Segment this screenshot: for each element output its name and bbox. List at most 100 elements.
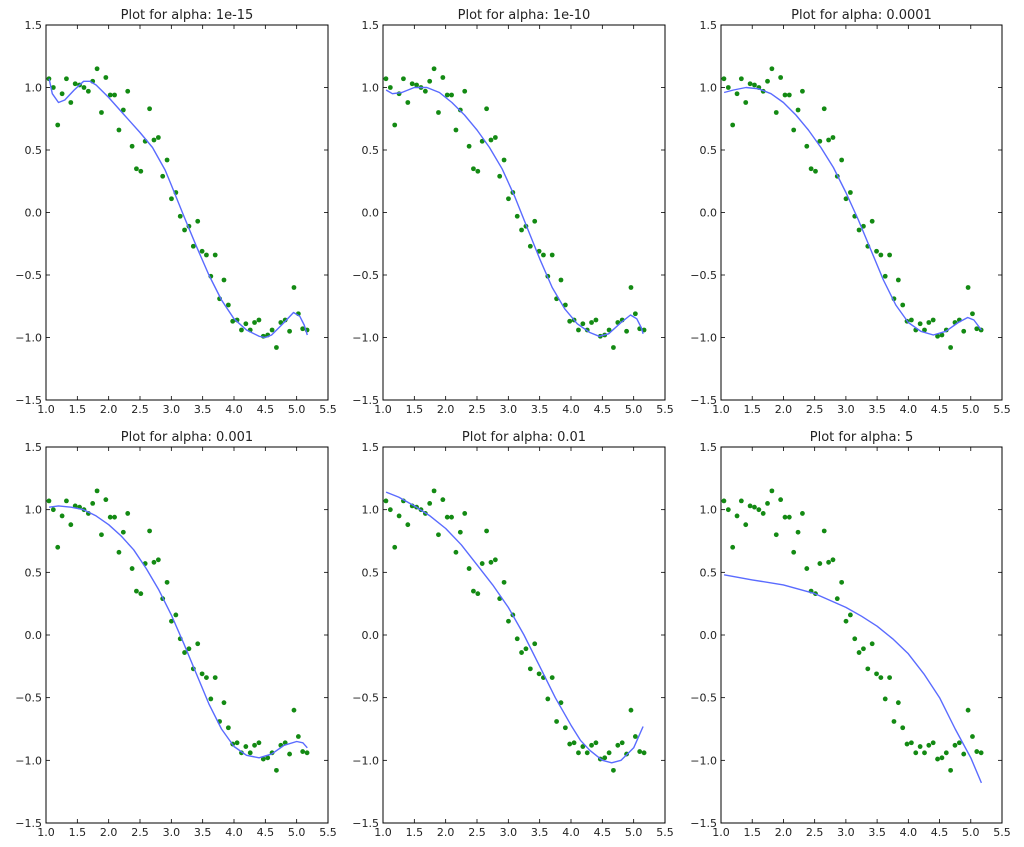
x-tick-label: 4.0 <box>900 403 918 416</box>
data-point <box>55 122 61 128</box>
subplot: Plot for alpha: 0.01 1.0 1.5 2.0 2.5 3.0 3.5 4.… <box>352 430 673 839</box>
data-point <box>392 544 398 550</box>
x-tick-label: 4.5 <box>257 403 275 416</box>
x-tick-label: 2.0 <box>437 403 455 416</box>
x-tick-label: 5.0 <box>625 403 643 416</box>
data-point <box>874 248 879 254</box>
x-tick-label: 2.0 <box>100 826 118 839</box>
data-point <box>169 618 174 624</box>
x-tick-label: 5.0 <box>288 826 306 839</box>
data-point <box>212 252 218 258</box>
axes-frame <box>720 24 1003 401</box>
data-point <box>874 671 879 677</box>
data-point <box>208 696 214 702</box>
data-point <box>734 513 740 519</box>
x-tick-label: 4.0 <box>900 826 918 839</box>
x-tick-label: 1.0 <box>37 403 55 416</box>
data-point <box>970 311 975 317</box>
data-point <box>155 557 161 563</box>
data-point <box>103 75 109 80</box>
data-point <box>300 749 306 754</box>
data-point <box>492 135 498 140</box>
data-point <box>107 92 113 98</box>
y-tick-label: −1.5 <box>15 817 42 830</box>
y-tick-label: −0.5 <box>15 692 42 705</box>
data-point <box>878 252 884 258</box>
x-tick-label: 3.0 <box>837 826 855 839</box>
y-tick-label: −1.5 <box>352 817 379 830</box>
fit-line <box>385 491 644 764</box>
data-point <box>81 85 87 90</box>
data-point <box>782 514 788 520</box>
data-point <box>900 302 906 308</box>
data-point <box>576 327 581 333</box>
data-point <box>917 321 923 327</box>
data-point <box>523 646 529 652</box>
data-point <box>778 75 784 80</box>
x-tick-label: 5.5 <box>993 403 1011 416</box>
data-point <box>440 497 446 503</box>
data-point <box>769 66 775 72</box>
x-tick-label: 5.0 <box>962 403 980 416</box>
data-point <box>479 561 485 566</box>
y-tick-label: 1.5 <box>25 19 43 32</box>
data-point <box>786 514 792 520</box>
data-point <box>492 557 498 563</box>
y-tick-label: 1.5 <box>700 441 718 454</box>
data-point <box>791 549 797 555</box>
data-point <box>116 127 122 133</box>
data-point <box>103 497 109 503</box>
y-tick-label: 1.0 <box>700 504 718 517</box>
data-point <box>488 137 494 143</box>
data-point <box>383 76 389 82</box>
data-point <box>843 618 849 624</box>
y-tick-label: −0.5 <box>15 269 42 282</box>
y-tick-label: 0.5 <box>700 144 718 157</box>
data-point <box>895 700 901 706</box>
data-point <box>786 92 792 98</box>
data-point <box>501 157 507 163</box>
data-point <box>632 311 638 317</box>
data-point <box>186 646 192 652</box>
data-point <box>817 138 823 144</box>
data-point <box>396 513 402 519</box>
x-tick-label: 1.5 <box>406 826 424 839</box>
data-point <box>94 488 100 494</box>
subplot: Plot for alpha: 1e-15 1.0 1.5 2.0 2.5 3.0 3.5 4… <box>15 8 336 416</box>
data-point <box>532 641 538 647</box>
data-point <box>221 277 227 283</box>
data-point <box>593 740 599 746</box>
data-point <box>887 252 892 258</box>
data-point <box>287 751 292 757</box>
data-point <box>878 675 884 681</box>
fit-line <box>48 78 308 339</box>
data-point <box>195 641 201 647</box>
data-point <box>173 612 179 618</box>
data-point <box>431 66 437 72</box>
x-tick-label: 2.5 <box>131 826 149 839</box>
subplot-title: Plot for alpha: 1e-10 <box>458 8 591 23</box>
data-point <box>939 332 945 338</box>
data-point <box>64 76 69 82</box>
y-tick-label: −1.0 <box>690 332 717 345</box>
data-point <box>431 488 437 494</box>
data-point <box>922 750 927 756</box>
data-point <box>151 137 157 143</box>
data-point <box>453 549 459 555</box>
data-point <box>948 345 954 350</box>
data-point <box>584 750 590 756</box>
x-tick-label: 4.0 <box>225 403 243 416</box>
y-tick-label: 0.0 <box>25 629 43 642</box>
y-tick-label: 1.0 <box>700 82 718 95</box>
data-point <box>760 511 766 516</box>
y-tick-label: 1.0 <box>362 82 380 95</box>
data-point <box>68 522 74 528</box>
data-point <box>628 707 634 713</box>
data-point <box>475 591 481 597</box>
data-point <box>239 327 244 333</box>
y-tick-label: −1.0 <box>690 754 717 767</box>
data-point <box>440 75 446 80</box>
data-point <box>484 106 489 112</box>
x-tick-label: 2.5 <box>806 403 824 416</box>
